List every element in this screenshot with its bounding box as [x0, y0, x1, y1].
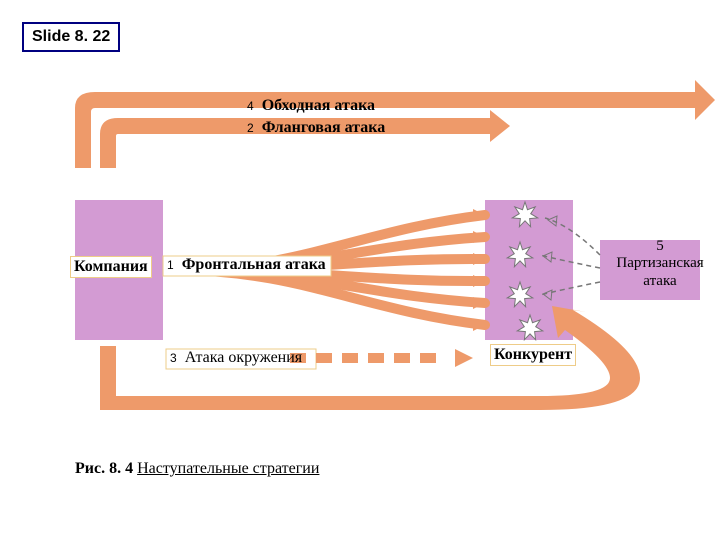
caption-prefix: Рис. 8. 4: [75, 460, 137, 477]
label-company: Компания: [70, 256, 152, 278]
figure-caption: Рис. 8. 4 Наступательные стратегии: [75, 460, 319, 478]
text-guerrilla-1: Партизанская: [605, 255, 715, 272]
text-frontal: Фронтальная атака: [182, 256, 326, 273]
num-frontal: 1: [167, 258, 174, 272]
label-flank-attack: 2 Фланговая атака: [247, 119, 385, 137]
label-frontal-attack: 1 Фронтальная атака: [167, 256, 326, 274]
label-guerrilla-attack: 5 Партизанская атака: [605, 238, 715, 290]
num-encircle: 3: [170, 351, 177, 365]
slide-label: Slide 8. 22: [22, 22, 120, 52]
text-bypass: Обходная атака: [262, 97, 375, 114]
label-encircle-attack: 3 Атака окружения: [170, 349, 302, 367]
num-guerrilla: 5: [605, 238, 715, 255]
text-encircle: Атака окружения: [185, 349, 302, 366]
text-guerrilla-2: атака: [605, 273, 715, 290]
label-competitor: Конкурент: [490, 344, 576, 366]
label-bypass-attack: 4 Обходная атака: [247, 97, 375, 115]
caption-title: Наступательные стратегии: [137, 460, 319, 477]
text-flank: Фланговая атака: [262, 119, 386, 136]
num-bypass: 4: [247, 99, 254, 113]
num-flank: 2: [247, 121, 254, 135]
